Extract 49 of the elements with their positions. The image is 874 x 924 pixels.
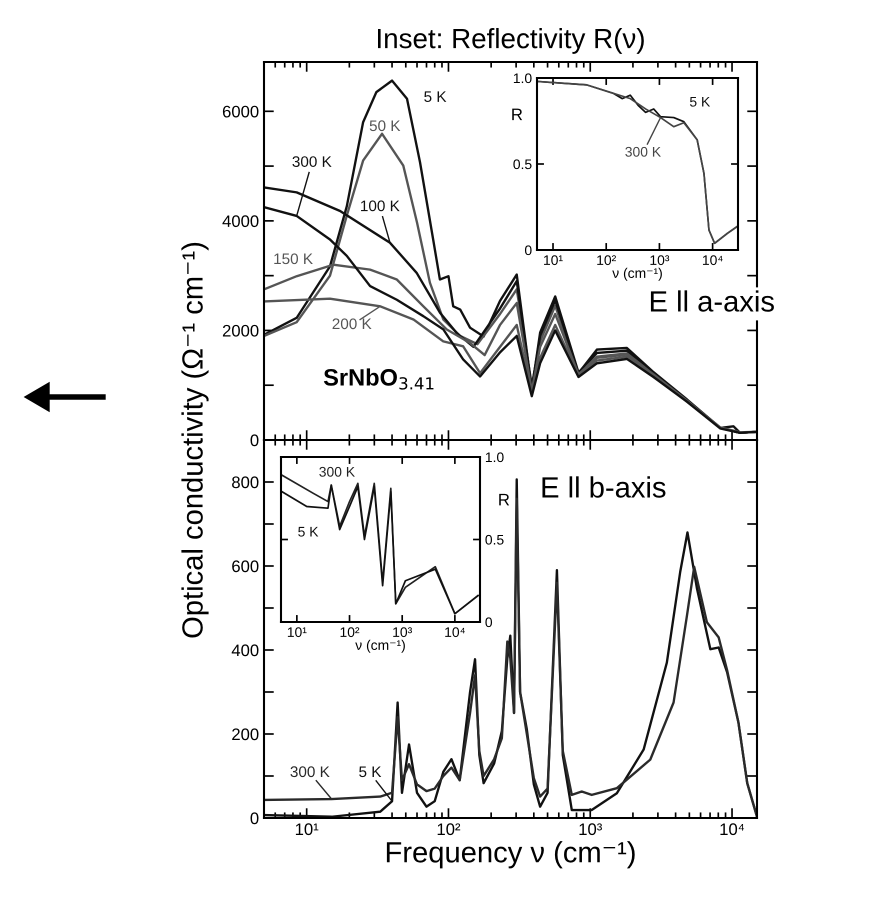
x-axis-title: ν (cm⁻¹)	[355, 640, 405, 653]
y-tick-label: 2000	[222, 324, 258, 337]
x-tick-label: 10³	[393, 627, 412, 638]
x-tick-label: 10³	[579, 823, 602, 836]
annotation: E ll a-axis	[650, 290, 774, 312]
y-tick-label: 0	[250, 812, 258, 824]
y-tick-label: 1.0	[486, 452, 504, 462]
annotation: E ll b-axis	[542, 476, 666, 498]
series-label: 5 K	[359, 766, 382, 778]
series-label: 300 K	[290, 766, 330, 778]
series-label: 5 K	[424, 91, 446, 102]
x-tick-label: 10⁴	[445, 627, 465, 638]
y-tick-label: 800	[232, 476, 258, 488]
x-tick-label: 10¹	[296, 823, 318, 836]
x-axis-title: ν (cm⁻¹)	[612, 268, 662, 281]
series-label: 300 K	[319, 466, 355, 477]
series-label: 150 K	[274, 253, 313, 264]
series-label: 5 K	[690, 96, 710, 107]
y-axis-title: R	[499, 494, 510, 506]
x-axis-title: Frequency ν (cm⁻¹)	[386, 841, 635, 868]
y-tick-label: 0	[524, 245, 532, 256]
y-tick-label: 0.5	[513, 159, 532, 170]
legend-label: 300 K	[625, 146, 661, 157]
x-tick-label: 10⁴	[702, 255, 723, 266]
x-tick-label: 10³	[650, 255, 670, 266]
y-tick-label: 0.5	[485, 534, 504, 545]
series-label: 5 K	[298, 526, 318, 537]
x-tick-label: 10²	[438, 823, 460, 836]
x-tick-label: 10¹	[544, 255, 563, 266]
text: 300 K	[292, 156, 332, 168]
x-tick-label: 10²	[340, 627, 360, 638]
series-label: 100 K	[361, 200, 400, 212]
x-tick-label: 10⁴	[720, 823, 744, 836]
x-tick-label: 10¹	[288, 627, 307, 638]
annotation: SrNbO$_{3.41}$	[324, 368, 434, 390]
y-tick-label: 6000	[222, 106, 258, 118]
series-label: 50 K	[370, 120, 400, 132]
y-tick-label: 1.0	[514, 73, 532, 84]
x-tick-label: 10²	[597, 255, 616, 266]
y-axis-title: R	[512, 108, 522, 120]
legend-label: 200 K	[332, 318, 372, 330]
y-tick-label: 600	[232, 560, 258, 572]
y-tick-label: 4000	[222, 215, 258, 228]
y-tick-label: 0	[485, 617, 492, 628]
y-tick-label: 200	[232, 728, 258, 740]
y-tick-label: 0	[250, 434, 258, 446]
y-tick-label: 400	[232, 644, 258, 656]
chart-title: Inset: Reflectivity R(ν)	[378, 28, 644, 54]
y-axis-title: Optical conductivity (Ω⁻¹ cm⁻¹)	[181, 242, 209, 638]
